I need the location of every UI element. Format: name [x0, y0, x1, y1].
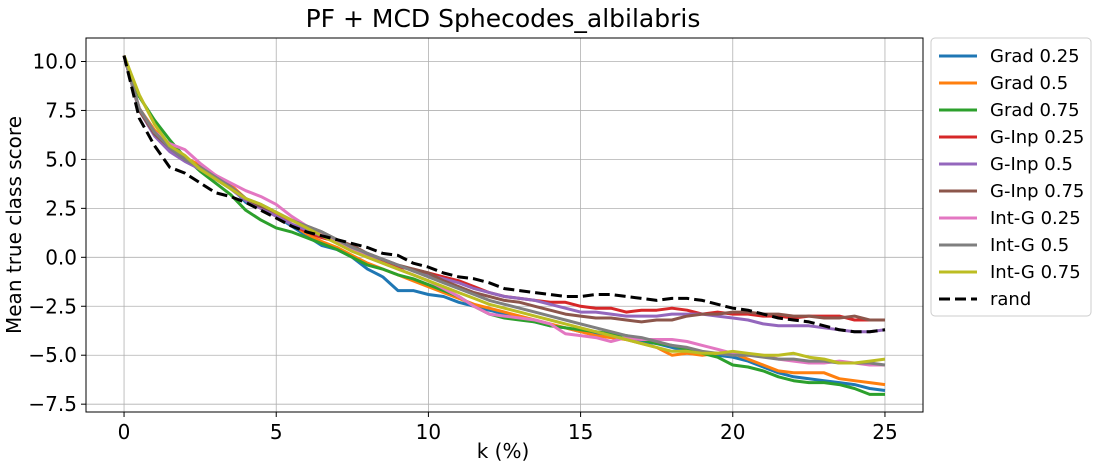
- x-tick-label: 20: [720, 420, 745, 444]
- legend-label: G-Inp 0.5: [990, 154, 1073, 175]
- x-tick-label: 5: [270, 420, 283, 444]
- y-tick-label: 2.5: [45, 196, 77, 220]
- series-line-4: [122, 55, 886, 334]
- legend-label: rand: [990, 289, 1031, 310]
- legend-label: G-Inp 0.25: [990, 127, 1084, 148]
- series-line-9: [122, 55, 886, 334]
- series-line-8: [122, 55, 886, 365]
- y-tick-label: −2.5: [28, 294, 77, 318]
- y-axis-ticks: −7.5 −5.0 −2.5 0.0 2.5 5.0 7.5 10.0: [28, 49, 86, 416]
- legend-label: Grad 0.25: [990, 46, 1080, 67]
- y-axis-label: Mean true class score: [2, 116, 26, 334]
- x-tick-label: 25: [872, 420, 897, 444]
- series-line-0: [122, 55, 886, 392]
- series-line-2: [122, 55, 885, 396]
- legend-label: Grad 0.75: [990, 100, 1080, 121]
- y-tick-label: −7.5: [28, 392, 77, 416]
- legend-label: G-Inp 0.75: [990, 181, 1084, 202]
- y-tick-label: 5.0: [45, 147, 77, 171]
- series-line-5: [122, 55, 885, 324]
- legend-label: Grad 0.5: [990, 73, 1068, 94]
- series-line-1: [122, 55, 886, 387]
- y-tick-label: 10.0: [32, 49, 77, 73]
- x-tick-label: 0: [118, 420, 131, 444]
- y-tick-label: 0.0: [45, 245, 77, 269]
- y-tick-label: 7.5: [45, 98, 77, 122]
- y-tick-label: −5.0: [28, 343, 77, 367]
- x-tick-label: 10: [416, 420, 441, 444]
- legend-label: Int-G 0.5: [990, 235, 1069, 256]
- x-axis-label: k (%): [477, 439, 530, 463]
- x-tick-label: 15: [568, 420, 593, 444]
- plot-area-frame: [85, 37, 924, 413]
- x-axis-ticks: 0 5 10 15 20 25: [118, 412, 898, 444]
- gridlines: [86, 38, 923, 412]
- legend-label: Int-G 0.25: [990, 208, 1081, 229]
- chart-title: PF + MCD Sphecodes_albilabris: [306, 4, 701, 33]
- legend-label: Int-G 0.75: [990, 262, 1081, 283]
- series-lines: [122, 55, 886, 396]
- legend: Grad 0.25 Grad 0.5 Grad 0.75 G-Inp 0.25 G-In…: [930, 37, 1092, 317]
